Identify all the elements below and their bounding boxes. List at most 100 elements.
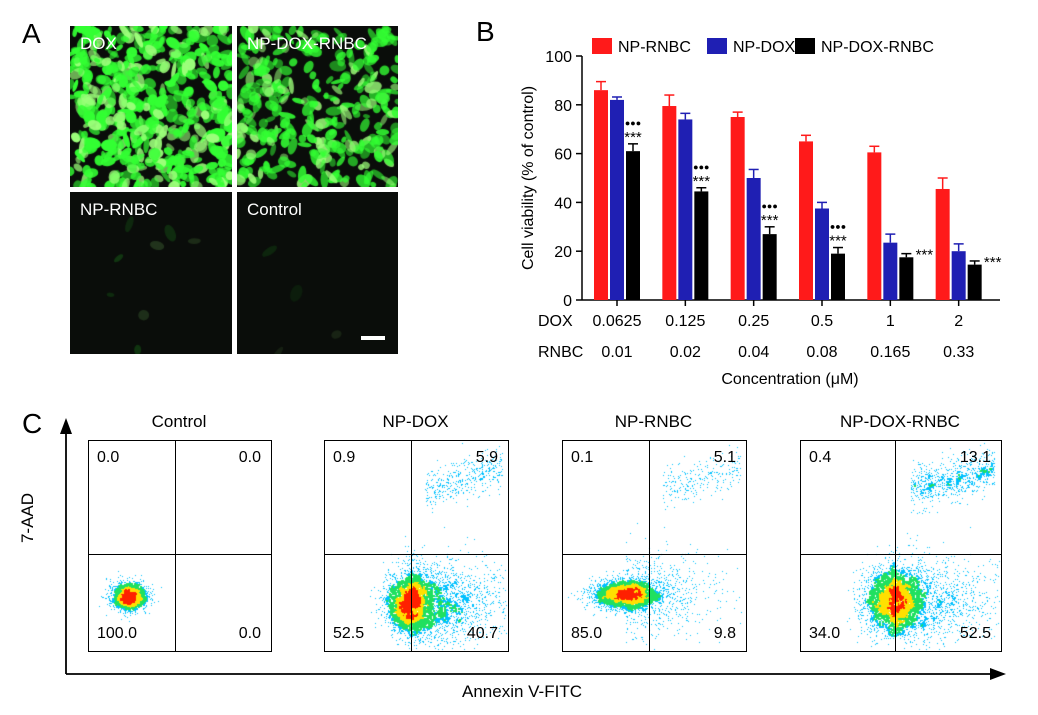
quadrant-line-vertical (649, 441, 650, 651)
legend-swatch (795, 38, 815, 54)
x-tick-label-rnbc: 0.04 (738, 344, 769, 361)
significance-dots: ●●● (830, 222, 846, 232)
bar-np-rnbc (935, 188, 950, 300)
micrograph-label: Control (247, 200, 302, 219)
micrograph-image (237, 26, 398, 187)
micrograph-np-dox-rnbc: NP-DOX-RNBC (237, 26, 398, 187)
flow-plot-title: NP-DOX-RNBC (840, 412, 960, 431)
quadrant-value-lr: 0.0 (238, 625, 261, 642)
quadrant-line-vertical (411, 441, 412, 651)
flow-plot: 0.1 5.1 85.0 9.8 (562, 440, 747, 652)
x-tick-label-dox: 1 (886, 313, 895, 330)
flow-y-axis-arrow (60, 418, 72, 434)
micrograph-np-rnbc: NP-RNBC (70, 192, 232, 354)
quadrant-line-horizontal (325, 554, 508, 555)
panel-label-c: C (22, 408, 43, 439)
bar-np-dox (678, 119, 693, 300)
quadrant-value-ul: 0.9 (333, 449, 356, 466)
y-tick-label: 80 (554, 98, 572, 115)
significance-dots: ●●● (625, 118, 641, 128)
bar-np-rnbc (730, 117, 745, 300)
x-tick-label-dox: 2 (954, 313, 963, 330)
flow-plot-title: NP-RNBC (614, 412, 693, 431)
bar-np-dox (883, 242, 898, 300)
quadrant-value-ur: 5.9 (475, 449, 498, 466)
quadrant-line-horizontal (563, 554, 746, 555)
flow-density (801, 441, 1001, 651)
x-tick-label-rnbc: 0.08 (806, 344, 837, 361)
flow-plot: 0.0 0.0 100.0 0.0 (88, 440, 272, 652)
bar-np-dox (951, 251, 966, 300)
quadrant-value-ll: 100.0 (97, 625, 138, 642)
bar-np-dox (746, 178, 761, 300)
significance-dots: ●●● (762, 201, 778, 211)
x-tick-label-dox: 0.0625 (593, 313, 642, 330)
quadrant-value-ul: 0.0 (97, 449, 120, 466)
x-tick-label-dox: 0.25 (738, 313, 769, 330)
quadrant-value-lr: 52.5 (959, 625, 991, 642)
quadrant-value-ul: 0.1 (571, 449, 594, 466)
x-tick-label-dox: 0.5 (811, 313, 833, 330)
legend-label: NP-DOX-RNBC (821, 39, 934, 56)
y-tick-label: 40 (554, 195, 572, 212)
quadrant-value-lr: 9.8 (713, 625, 736, 642)
micrograph-image (70, 26, 232, 187)
significance-stars: *** (624, 129, 642, 146)
micrograph-control: Control (237, 192, 398, 354)
bar-np-dox-rnbc (694, 191, 709, 300)
quadrant-value-ur: 5.1 (713, 449, 736, 466)
y-axis-label: Cell viability (% of control) (520, 86, 537, 270)
significance-dots: ●●● (693, 162, 709, 172)
significance-stars: *** (984, 254, 1002, 271)
bar-np-dox-rnbc (967, 264, 982, 300)
x-axis-label: Concentration (μM) (721, 371, 858, 388)
quadrant-value-ll: 52.5 (333, 625, 365, 642)
micrograph-label: NP-RNBC (80, 200, 158, 219)
legend-swatch (592, 38, 612, 54)
bar-np-rnbc (799, 141, 813, 300)
bar-np-dox (815, 208, 829, 300)
y-tick-label: 100 (545, 49, 572, 66)
row-label-rnbc: RNBC (538, 344, 583, 361)
micrograph-label: NP-DOX-RNBC (247, 34, 367, 53)
flow-density (325, 441, 508, 651)
micrograph-image (237, 192, 398, 354)
viability-bar-chart: 0 20 40 60 80 100 Cell viability (% of control… (520, 38, 1002, 388)
bar-np-rnbc (594, 90, 608, 300)
bar-np-rnbc (662, 106, 677, 301)
bar-np-rnbc (867, 152, 882, 300)
y-tick-label: 20 (554, 244, 572, 261)
quadrant-value-ll: 85.0 (571, 625, 603, 642)
flow-x-axis-label: Annexin V-FITC (462, 682, 582, 701)
legend-label: NP-DOX (733, 39, 796, 56)
micrograph-label: DOX (80, 34, 117, 53)
flow-density (563, 441, 746, 651)
quadrant-line-horizontal (801, 554, 1001, 555)
flow-axes (60, 418, 1006, 680)
bar-np-dox-rnbc (899, 257, 914, 300)
quadrant-line-vertical (175, 441, 176, 651)
quadrant-value-lr: 40.7 (466, 625, 498, 642)
panel-label-b: B (476, 16, 495, 47)
significance-stars: *** (916, 247, 934, 264)
bar-np-dox (610, 99, 624, 300)
flow-plot-title: Control (151, 412, 207, 431)
flow-x-axis-arrow (990, 668, 1006, 680)
panel-label-a: A (22, 18, 41, 49)
quadrant-value-ur: 0.0 (238, 449, 261, 466)
row-label-dox: DOX (538, 313, 573, 330)
bar-np-dox-rnbc (831, 253, 845, 300)
quadrant-value-ll: 34.0 (809, 625, 841, 642)
quadrant-line-vertical (895, 441, 896, 651)
y-tick-label: 60 (554, 147, 572, 164)
quadrant-value-ur: 13.1 (959, 449, 991, 466)
flow-plot-title: NP-DOX (382, 412, 449, 431)
flow-plot: 0.9 5.9 52.5 40.7 (324, 440, 509, 652)
x-tick-label-rnbc: 0.01 (601, 344, 632, 361)
significance-stars: *** (761, 212, 779, 229)
flow-plot: 0.4 13.1 34.0 52.5 (800, 440, 1002, 652)
bar-np-dox-rnbc (626, 151, 640, 300)
significance-stars: *** (829, 233, 847, 250)
x-tick-label-dox: 0.125 (665, 313, 705, 330)
flow-density (89, 441, 271, 651)
